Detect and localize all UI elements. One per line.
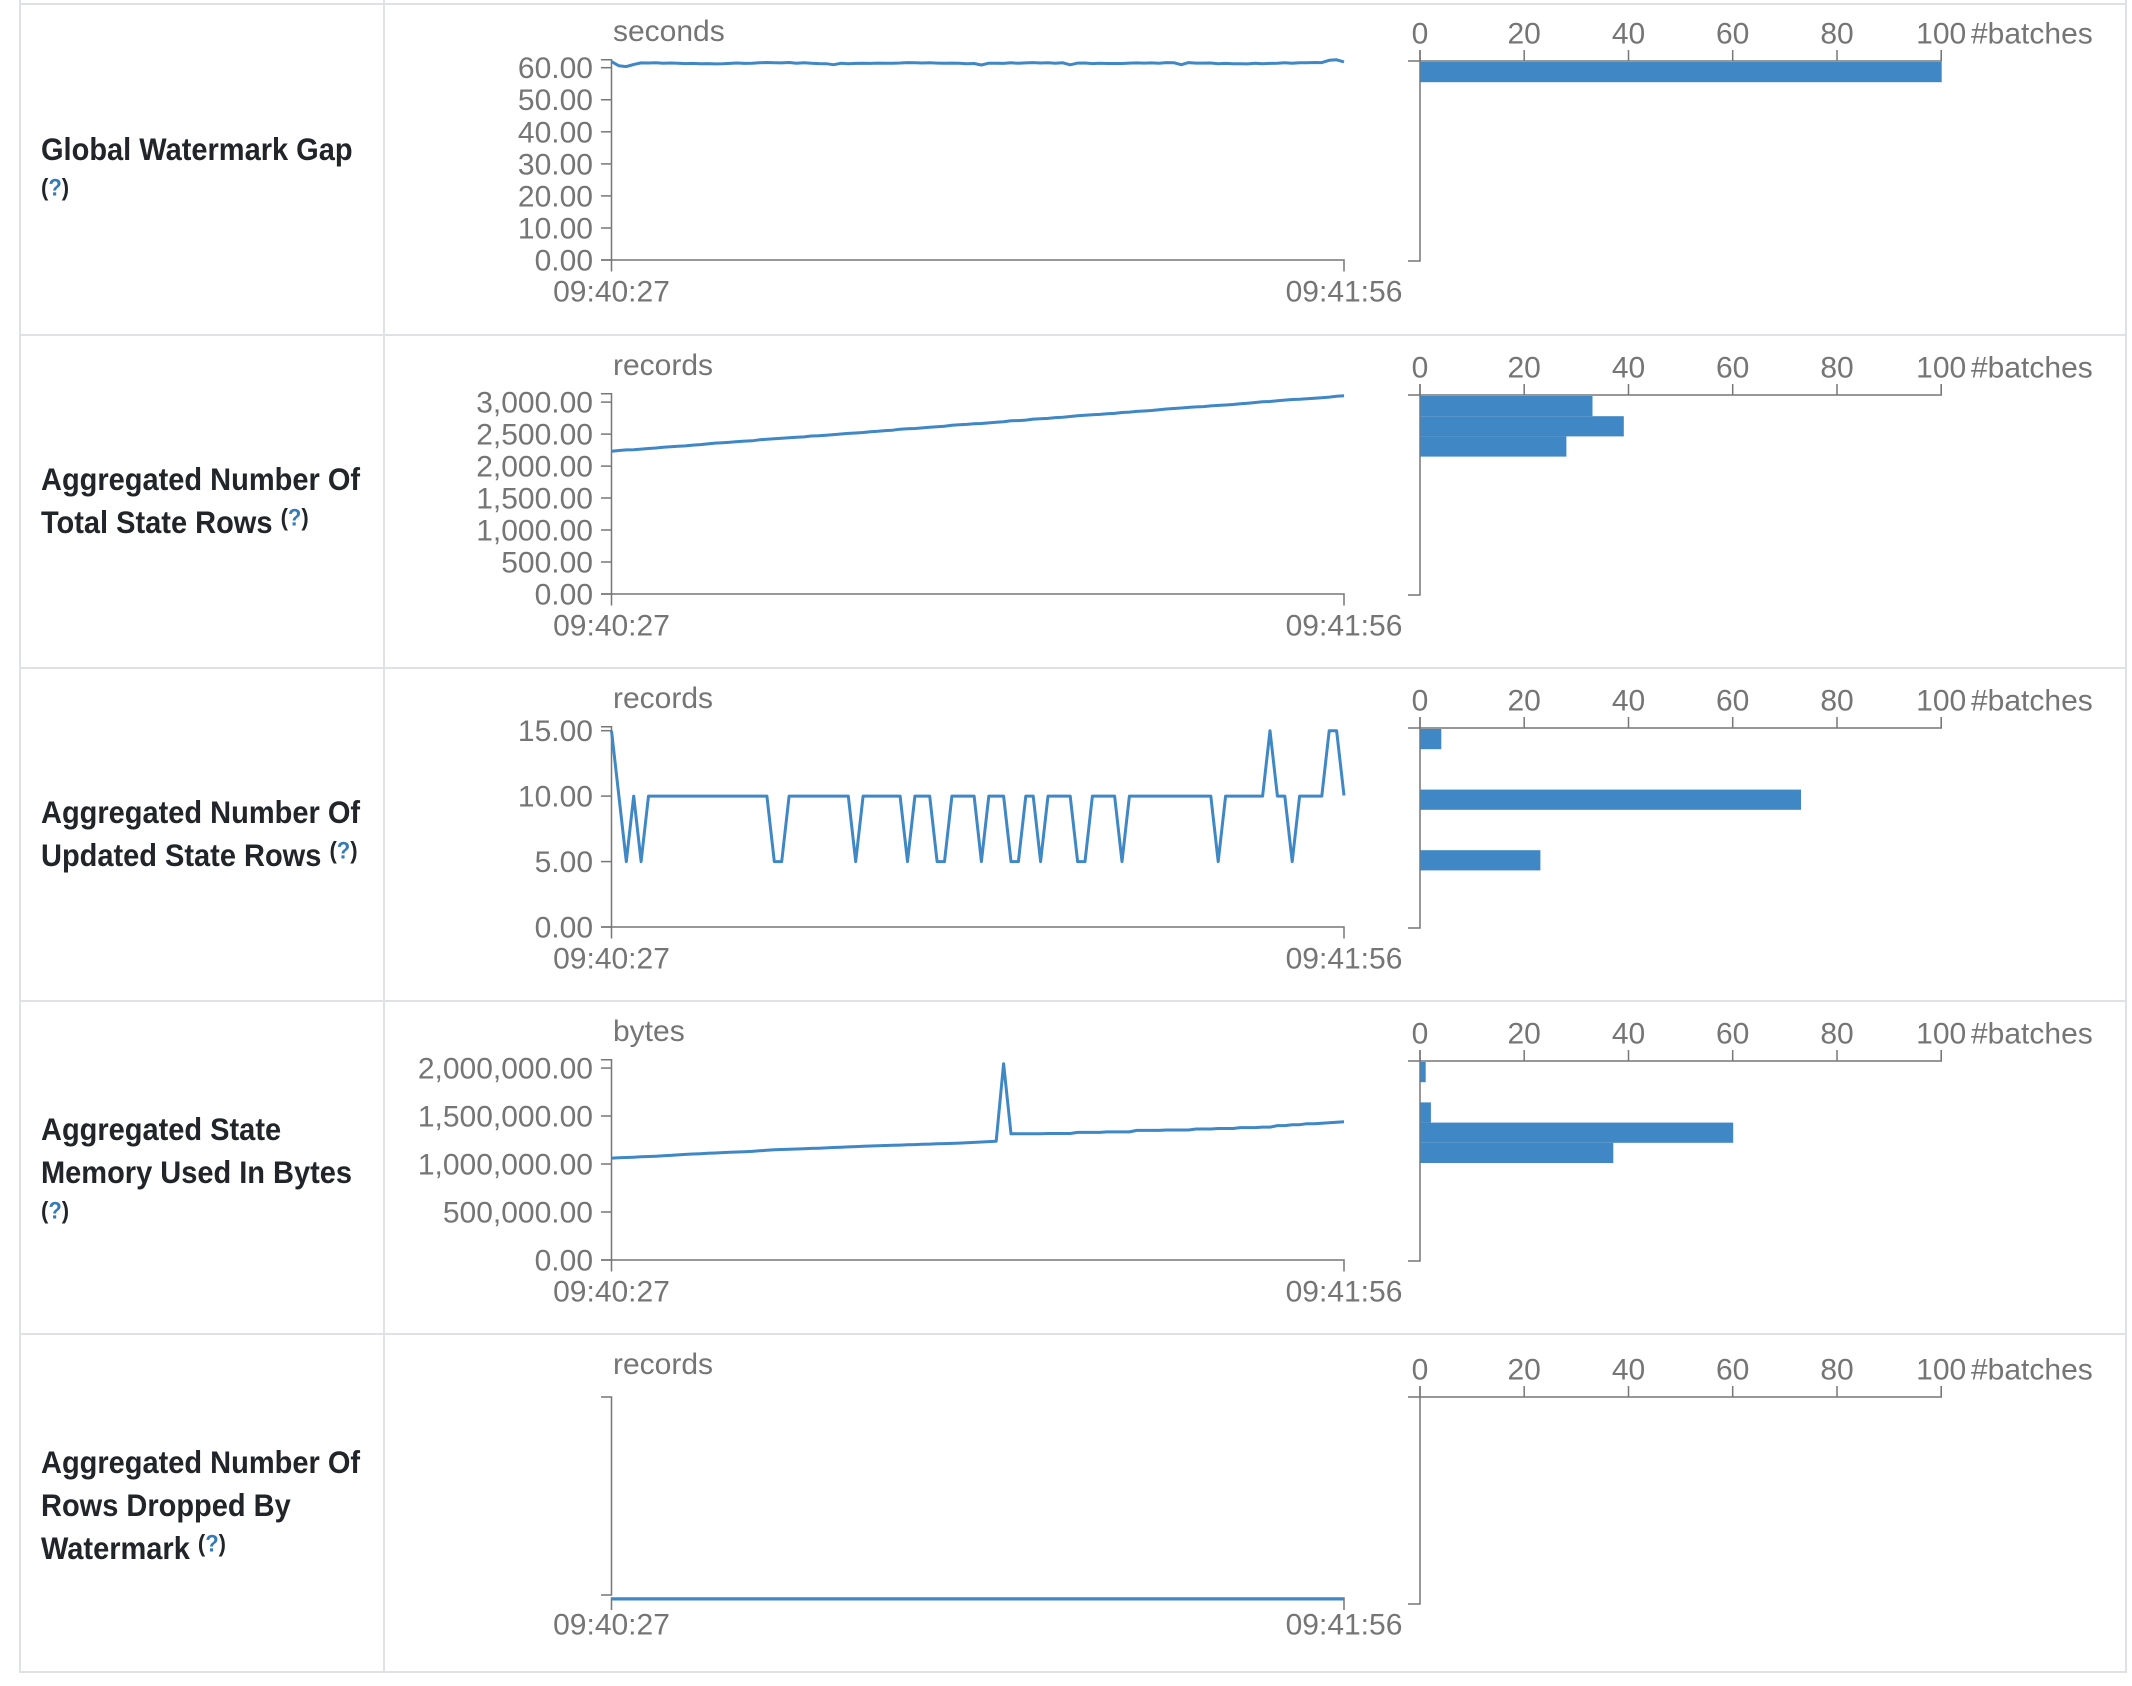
svg-text:40: 40: [1612, 18, 1645, 51]
svg-text:20: 20: [1508, 1018, 1541, 1051]
svg-text:40: 40: [1612, 685, 1645, 718]
svg-text:09:40:27: 09:40:27: [553, 943, 670, 976]
svg-text:20: 20: [1508, 1354, 1541, 1387]
svg-text:2,000.00: 2,000.00: [476, 451, 593, 484]
svg-text:80: 80: [1820, 352, 1853, 385]
svg-text:#batches: #batches: [1971, 352, 2093, 385]
svg-text:60: 60: [1716, 18, 1749, 51]
svg-text:500.00: 500.00: [501, 547, 593, 580]
svg-text:80: 80: [1820, 1018, 1853, 1051]
svg-text:30.00: 30.00: [518, 148, 593, 181]
svg-text:bytes: bytes: [613, 1015, 685, 1048]
svg-text:09:41:56: 09:41:56: [1286, 943, 1403, 976]
svg-text:80: 80: [1820, 1354, 1853, 1387]
svg-text:40: 40: [1612, 1018, 1645, 1051]
svg-text:09:41:56: 09:41:56: [1286, 1609, 1403, 1642]
svg-text:20: 20: [1508, 352, 1541, 385]
svg-text:2,500.00: 2,500.00: [476, 419, 593, 452]
svg-text:20: 20: [1508, 685, 1541, 718]
svg-text:100: 100: [1916, 352, 1966, 385]
svg-text:09:40:27: 09:40:27: [553, 276, 670, 309]
svg-text:#batches: #batches: [1971, 1354, 2093, 1387]
svg-text:1,500.00: 1,500.00: [476, 483, 593, 516]
svg-text:1,000,000.00: 1,000,000.00: [418, 1149, 593, 1182]
svg-text:40: 40: [1612, 1354, 1645, 1387]
svg-text:0: 0: [1412, 1354, 1429, 1387]
svg-text:500,000.00: 500,000.00: [443, 1197, 593, 1230]
svg-text:40.00: 40.00: [518, 116, 593, 149]
svg-text:0: 0: [1412, 1018, 1429, 1051]
svg-text:#batches: #batches: [1971, 685, 2093, 718]
svg-text:20.00: 20.00: [518, 180, 593, 213]
svg-text:60: 60: [1716, 352, 1749, 385]
svg-text:60: 60: [1716, 685, 1749, 718]
svg-text:1,500,000.00: 1,500,000.00: [418, 1101, 593, 1134]
svg-text:#batches: #batches: [1971, 18, 2093, 51]
svg-text:records: records: [613, 1348, 713, 1381]
svg-text:09:40:27: 09:40:27: [553, 1276, 670, 1309]
svg-text:20: 20: [1508, 18, 1541, 51]
svg-text:09:41:56: 09:41:56: [1286, 610, 1403, 643]
svg-text:records: records: [613, 349, 713, 382]
svg-text:0.00: 0.00: [535, 579, 593, 612]
svg-text:09:40:27: 09:40:27: [553, 1609, 670, 1642]
svg-text:09:41:56: 09:41:56: [1286, 276, 1403, 309]
svg-text:100: 100: [1916, 685, 1966, 718]
svg-text:10.00: 10.00: [518, 213, 593, 246]
svg-text:100: 100: [1916, 18, 1966, 51]
svg-text:0: 0: [1412, 352, 1429, 385]
svg-text:10.00: 10.00: [518, 781, 593, 814]
svg-text:0: 0: [1412, 685, 1429, 718]
svg-text:60: 60: [1716, 1018, 1749, 1051]
svg-text:seconds: seconds: [613, 15, 725, 48]
svg-text:5.00: 5.00: [535, 846, 593, 879]
svg-text:3,000.00: 3,000.00: [476, 387, 593, 420]
svg-text:0.00: 0.00: [535, 912, 593, 945]
svg-text:0: 0: [1412, 18, 1429, 51]
svg-text:2,000,000.00: 2,000,000.00: [418, 1053, 593, 1086]
svg-text:15.00: 15.00: [518, 715, 593, 748]
svg-text:09:40:27: 09:40:27: [553, 610, 670, 643]
svg-text:1,000.00: 1,000.00: [476, 515, 593, 548]
svg-text:0.00: 0.00: [535, 1245, 593, 1278]
svg-text:100: 100: [1916, 1354, 1966, 1387]
svg-text:09:41:56: 09:41:56: [1286, 1276, 1403, 1309]
svg-text:60.00: 60.00: [518, 52, 593, 85]
svg-text:50.00: 50.00: [518, 84, 593, 117]
svg-text:60: 60: [1716, 1354, 1749, 1387]
svg-text:0.00: 0.00: [535, 245, 593, 278]
svg-text:80: 80: [1820, 18, 1853, 51]
svg-text:100: 100: [1916, 1018, 1966, 1051]
svg-text:#batches: #batches: [1971, 1018, 2093, 1051]
svg-text:80: 80: [1820, 685, 1853, 718]
svg-text:records: records: [613, 682, 713, 715]
svg-text:40: 40: [1612, 352, 1645, 385]
